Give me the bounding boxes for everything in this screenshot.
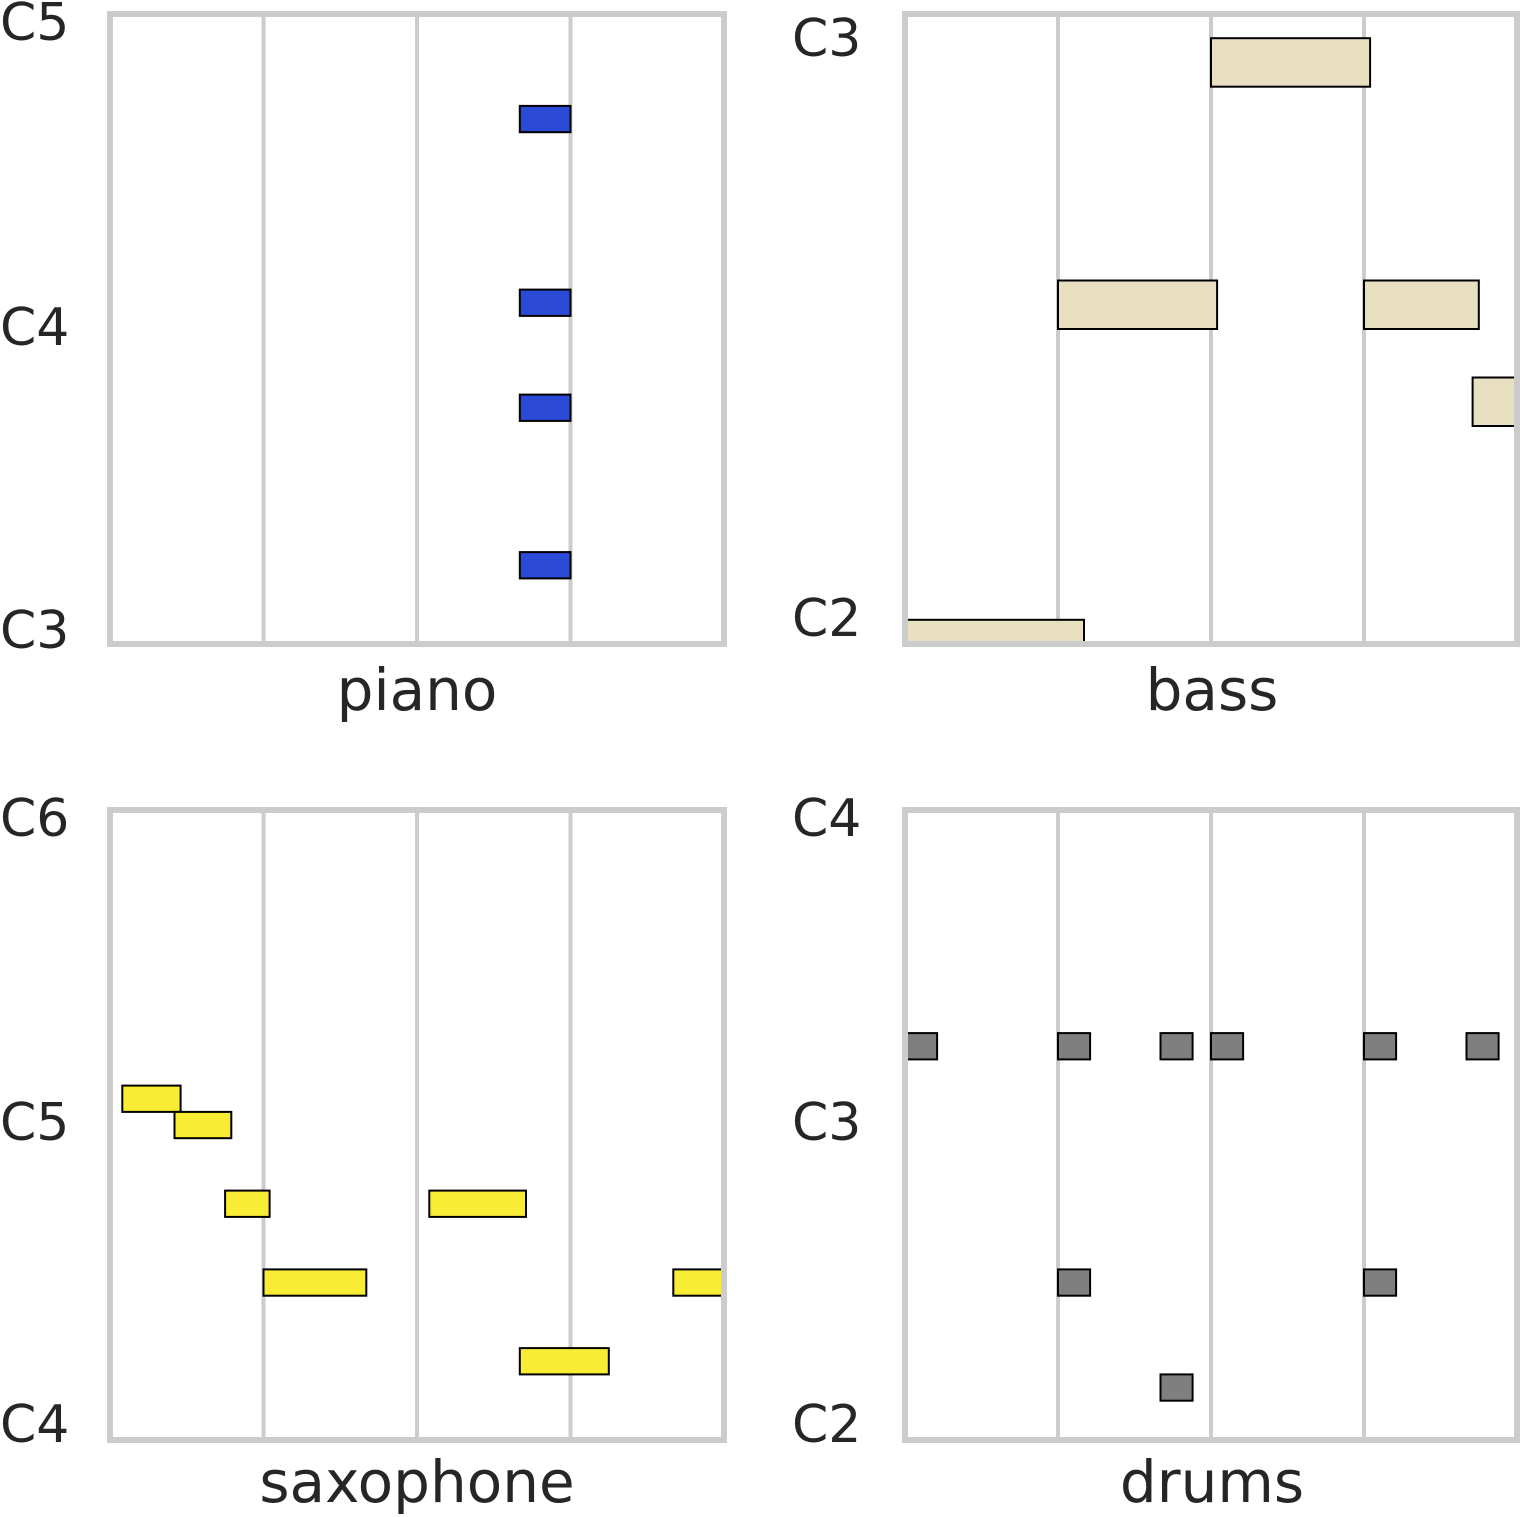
saxophone-note-1 (121, 1084, 182, 1113)
panel-saxophone: C6 C5 C4 saxophone (0, 789, 727, 1516)
saxophone-ytick-top: C6 (0, 789, 69, 849)
piano-notes (518, 104, 572, 580)
piano-ytick-bottom: C3 (0, 601, 69, 661)
drums-note-2 (1057, 1032, 1092, 1061)
drums-ytick-mid: C3 (792, 1093, 861, 1153)
saxophone-note-7 (518, 1347, 610, 1376)
saxophone-note-6 (672, 1268, 724, 1297)
piano-ytick-mid: C4 (0, 298, 69, 358)
saxophone-note-5 (262, 1268, 368, 1297)
panel-bass: C3 C2 bass (792, 9, 1520, 724)
piano-note-1 (518, 104, 572, 134)
bass-note-2 (1057, 279, 1219, 330)
saxophone-ytick-bottom: C4 (0, 1395, 69, 1455)
bass-xlabel: bass (1146, 656, 1279, 724)
drums-ytick-bottom: C2 (792, 1395, 861, 1455)
bass-note-1 (1210, 37, 1372, 88)
piano-note-3 (518, 393, 572, 422)
saxophone-xlabel: saxophone (259, 1448, 574, 1516)
bass-note-3 (1363, 279, 1480, 330)
saxophone-grid (261, 810, 573, 1440)
saxophone-plot-frame (107, 807, 727, 1443)
drums-ytick-top: C4 (792, 789, 861, 849)
saxophone-note-2 (173, 1110, 233, 1140)
drums-note-4 (1210, 1032, 1245, 1061)
drums-note-3 (1159, 1032, 1194, 1061)
panel-drums: C4 C3 C2 drums (792, 789, 1520, 1516)
saxophone-ytick-mid: C5 (0, 1093, 69, 1153)
piano-note-4 (518, 551, 572, 580)
bass-note-5 (905, 618, 1085, 644)
drums-note-5 (1363, 1032, 1398, 1061)
piano-plot-frame (107, 11, 727, 647)
drums-plot-frame (902, 807, 1520, 1443)
bass-plot-frame (902, 11, 1520, 647)
piano-xlabel: piano (337, 656, 498, 724)
piano-note-2 (518, 288, 572, 317)
saxophone-note-3 (224, 1189, 271, 1218)
drums-xlabel: drums (1120, 1448, 1304, 1516)
saxophone-notes (121, 1084, 724, 1376)
drums-note-8 (1363, 1268, 1398, 1297)
panel-piano: C5 C4 C3 piano (0, 0, 727, 724)
drums-note-6 (1465, 1032, 1500, 1061)
piano-ytick-top: C5 (0, 0, 69, 53)
drums-grid (1056, 810, 1366, 1440)
drums-note-1 (905, 1032, 939, 1061)
saxophone-note-4 (428, 1189, 527, 1218)
drums-note-7 (1057, 1268, 1092, 1297)
drums-notes (905, 1032, 1500, 1402)
drums-note-9 (1159, 1373, 1194, 1402)
bass-note-4 (1471, 376, 1517, 427)
bass-notes (905, 37, 1517, 644)
bass-ytick-top: C3 (792, 9, 861, 69)
bass-ytick-bottom: C2 (792, 589, 861, 649)
